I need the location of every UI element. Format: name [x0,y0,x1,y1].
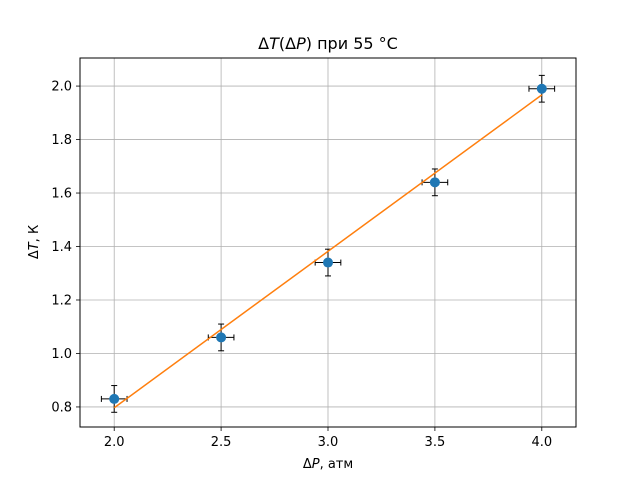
chart-title: ΔT(ΔP) при 55 °C [258,34,398,53]
y-tick-label: 2.0 [51,80,72,95]
data-point [109,393,120,404]
data-point [216,332,227,343]
x-tick-label: 3.5 [425,435,446,450]
y-tick-label: 1.8 [51,133,72,148]
y-tick-label: 1.2 [51,293,72,308]
y-tick-label: 1.6 [51,187,72,202]
data-point [429,177,440,188]
grid-lines [80,58,576,427]
fit-line [113,94,543,409]
x-axis-label: ΔP, атм [303,457,353,472]
plot-series [100,74,556,413]
y-tick-label: 0.8 [51,400,72,415]
axis-ticks: 2.0 2.5 3.0 3.5 4.0 0.8 1.0 1.2 1.4 1.6 1.8 2.0 [51,80,552,450]
x-tick-label: 3.0 [318,435,339,450]
y-tick-label: 1.0 [51,347,72,362]
y-axis-label: ΔT, К [27,225,42,259]
data-point [536,83,547,94]
x-tick-label: 2.0 [104,435,125,450]
x-tick-label: 4.0 [531,435,552,450]
data-point [323,257,333,268]
y-tick-label: 1.4 [51,240,72,255]
x-tick-label: 2.5 [211,435,232,450]
